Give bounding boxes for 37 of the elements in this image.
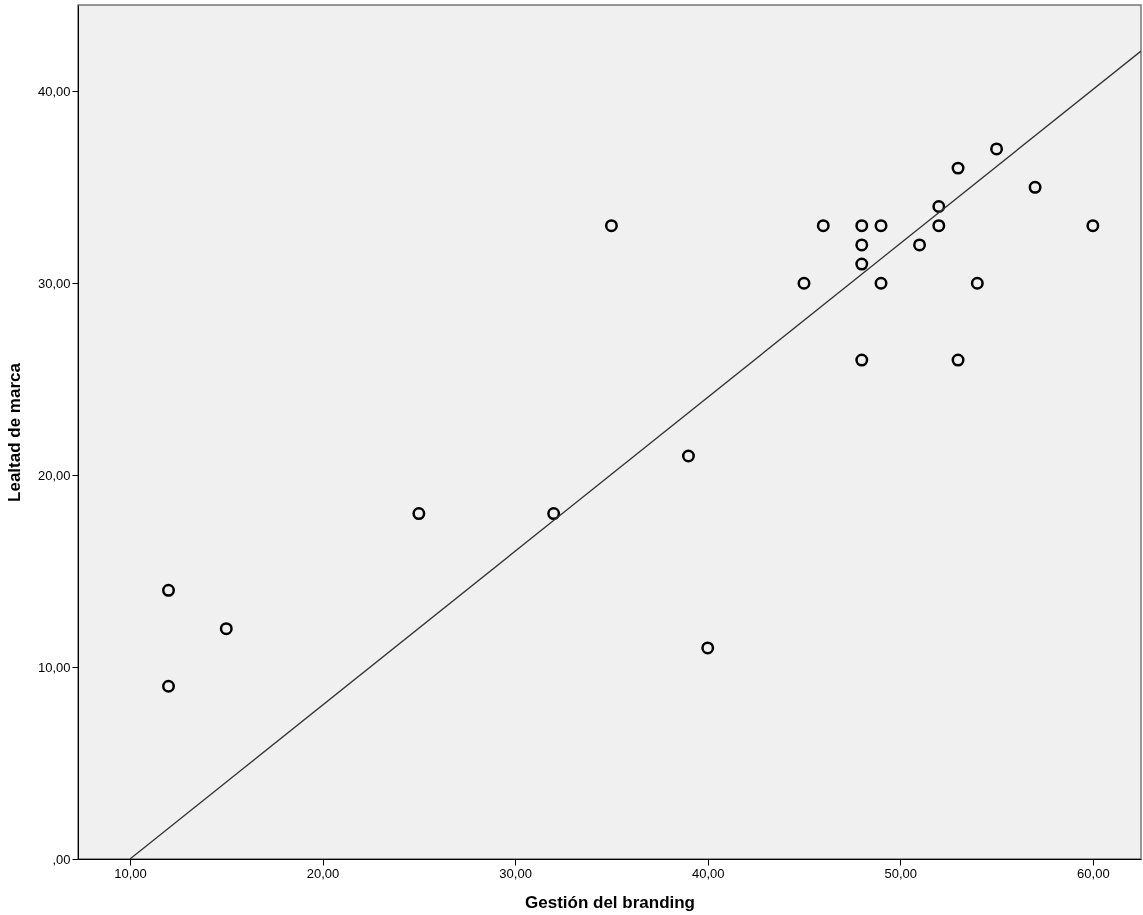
point [604,219,618,233]
x-tick-label: 50,00 [884,865,918,881]
point [816,219,830,233]
point [681,449,695,463]
point [162,583,175,597]
point [932,219,946,233]
point [855,238,869,252]
x-axis-title: Gestión del branding [524,892,696,912]
point [874,219,888,233]
point [951,353,965,367]
point [855,219,869,233]
point [990,142,1004,156]
point [547,507,561,521]
x-tick-label: 20,00 [306,865,340,881]
point [1028,180,1042,194]
point [970,276,984,290]
x-tick-label: 30,00 [499,865,532,881]
point [951,161,965,175]
point [701,641,715,655]
y-tick-label: 30,00 [37,275,71,291]
point [162,679,175,693]
y-tick-label: 20,00 [37,467,71,483]
point [797,276,811,290]
point [1086,219,1100,233]
y-tick-label: ,00 [52,851,71,867]
point [874,276,888,290]
y-tick-label: 40,00 [37,83,71,99]
point [219,622,233,636]
point [412,507,426,521]
point [855,353,869,367]
y-axis-title: Lealtad de marca [4,362,24,502]
x-tick-label: 60,00 [1077,865,1110,881]
point [855,257,869,271]
x-tick-label: 40,00 [691,865,725,881]
x-tick-label: 10,00 [114,865,147,881]
y-tick-label: 10,00 [37,659,71,675]
point [913,238,927,252]
